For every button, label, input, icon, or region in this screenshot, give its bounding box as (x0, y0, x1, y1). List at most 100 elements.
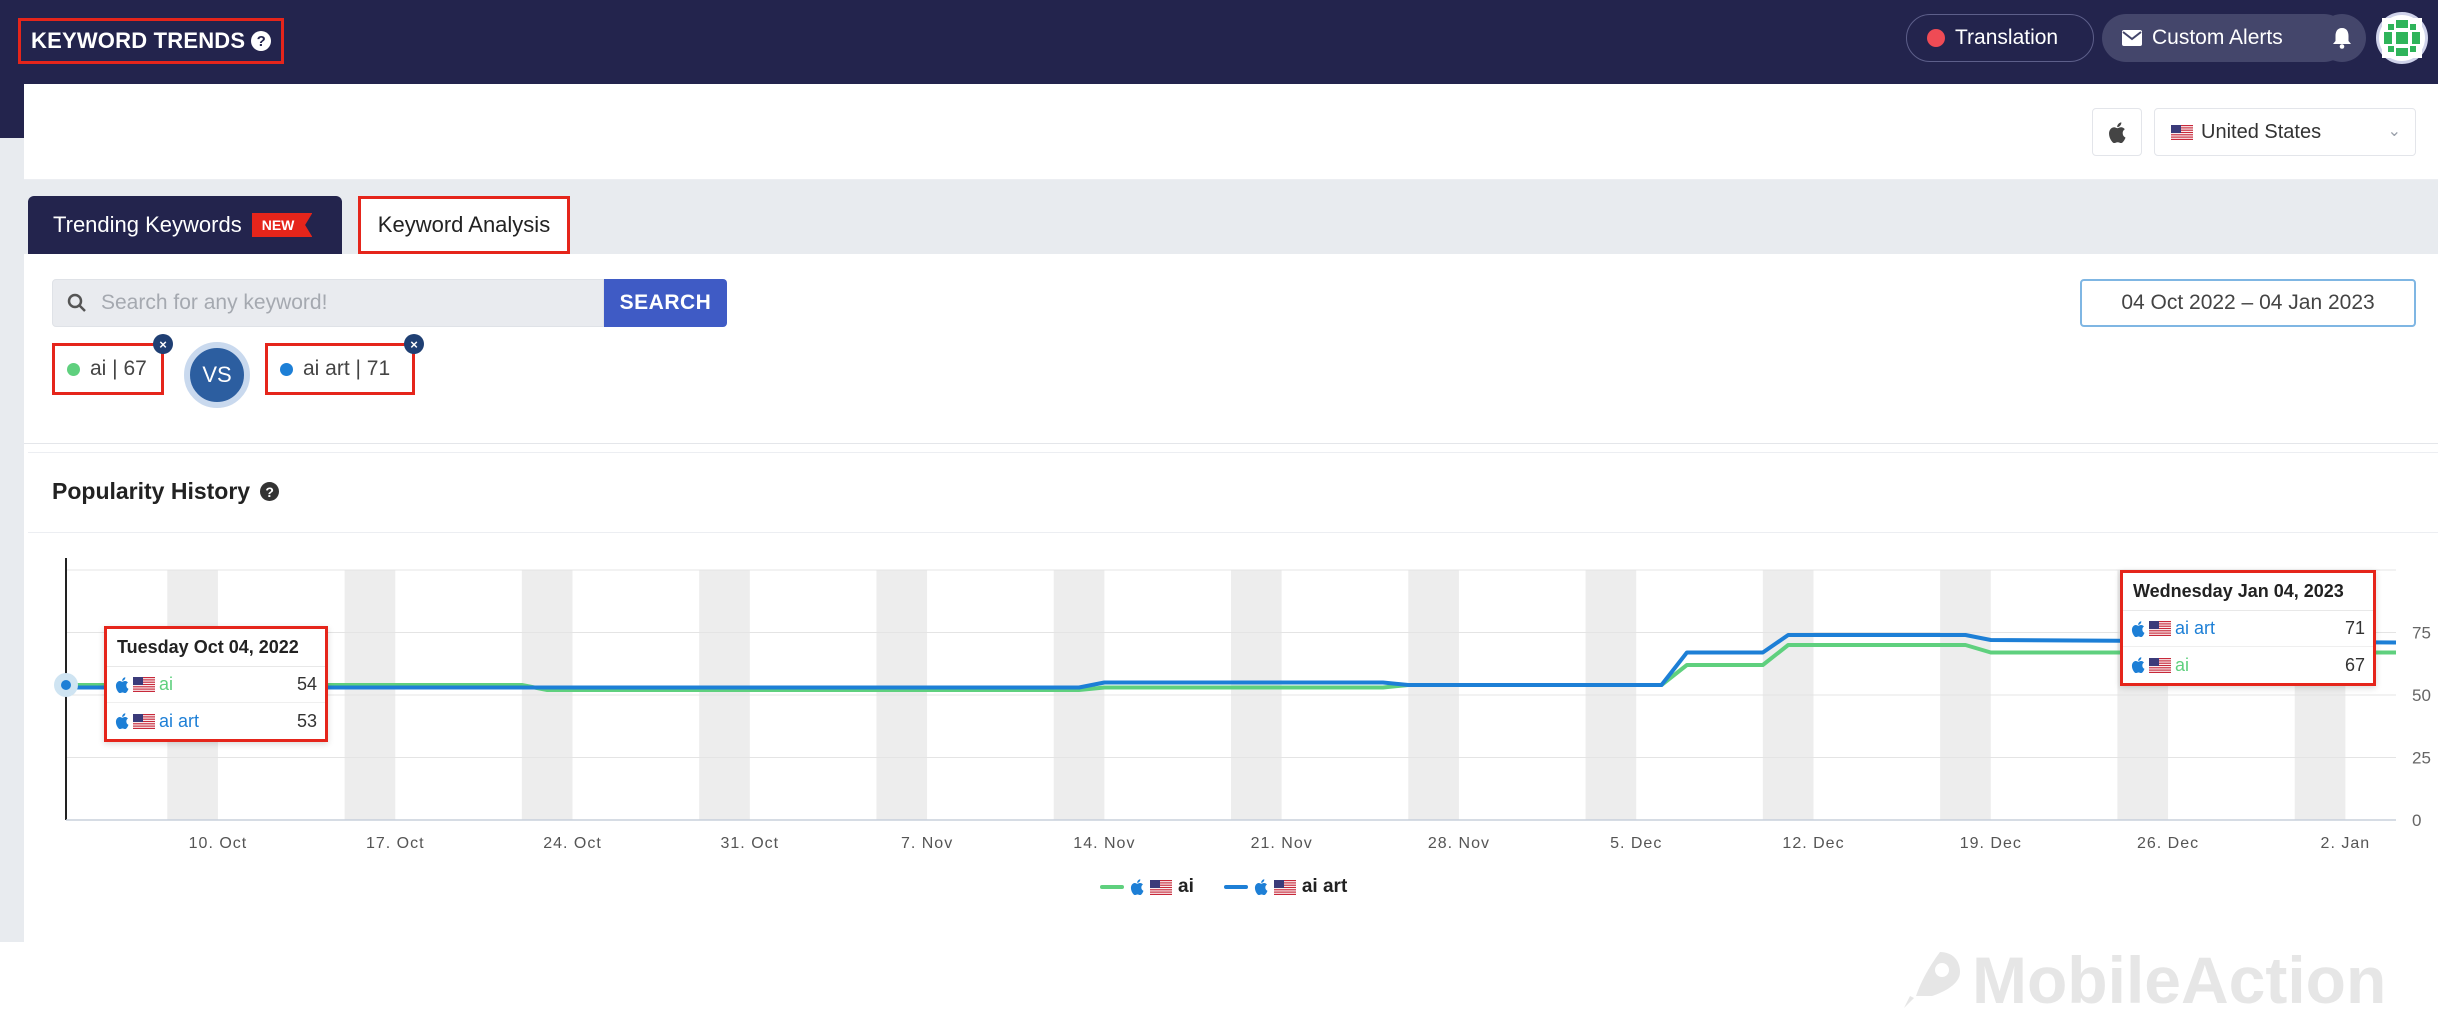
x-tick-label: 7. Nov (901, 835, 953, 852)
translation-button[interactable]: Translation (1906, 14, 2094, 62)
keyword-color-dot (67, 362, 80, 376)
tooltip-date: Wednesday Jan 04, 2023 (2123, 573, 2373, 611)
custom-alerts-button[interactable]: Custom Alerts (2102, 14, 2348, 62)
x-tick-label: 5. Dec (1610, 835, 1662, 852)
x-tick-label: 19. Dec (1960, 835, 2022, 852)
tab-trending-keywords[interactable]: Trending Keywords NEW (28, 196, 342, 254)
chart-legend: ai ai art (1100, 876, 1347, 898)
x-tick-label: 31. Oct (721, 835, 780, 852)
x-tick-label: 17. Oct (366, 835, 425, 852)
chart-tooltip-start: Tuesday Oct 04, 2022 ai 54 ai art 53 (104, 626, 328, 742)
country-label: United States (2201, 120, 2322, 143)
keyword-chip-label: ai art | 71 (303, 357, 391, 380)
legend-item-ai[interactable]: ai (1100, 876, 1194, 898)
watermark-text: MobileAction (1972, 943, 2387, 1017)
user-avatar[interactable] (2376, 12, 2428, 64)
x-tick-label: 28. Nov (1428, 835, 1490, 852)
rocket-logo-icon (1904, 952, 1960, 1008)
top-bar: KEYWORD TRENDS ? Translation Custom Aler… (0, 0, 2438, 84)
apple-icon (1254, 879, 1268, 895)
tooltip-series-value: 71 (2344, 618, 2365, 638)
x-tick-label: 24. Oct (543, 835, 602, 852)
search-placeholder: Search for any keyword! (101, 291, 328, 314)
ios-store-button[interactable] (2092, 108, 2142, 156)
tooltip-row: ai 54 (107, 667, 325, 703)
apple-icon (2131, 620, 2145, 637)
keyword-color-dot (280, 362, 293, 376)
us-flag-icon (133, 713, 155, 729)
divider (28, 532, 2438, 533)
new-badge: NEW (251, 213, 313, 237)
tooltip-series-name: ai (159, 674, 174, 694)
left-strip-dark (0, 84, 24, 138)
us-flag-icon (1150, 879, 1172, 895)
tooltip-series-value: 67 (2344, 654, 2365, 675)
tooltip-series-name: ai art (159, 710, 200, 731)
keyword-chip-ai[interactable]: ai | 67 × (52, 334, 173, 395)
custom-alerts-label: Custom Alerts (2152, 26, 2283, 49)
keyword-chip-ai-art[interactable]: ai art | 71 × (265, 334, 424, 395)
hover-marker (61, 680, 71, 690)
legend-label: ai (1178, 876, 1194, 897)
date-range-picker[interactable]: 04 Oct 2022 – 04 Jan 2023 (2080, 279, 2416, 327)
page-title: KEYWORD TRENDS ? (18, 18, 285, 64)
keyword-chip-label: ai | 67 (90, 357, 147, 380)
search-icon (67, 293, 86, 312)
x-tick-label: 10. Oct (189, 835, 248, 852)
bell-icon (2333, 28, 2351, 49)
legend-swatch (1100, 885, 1124, 889)
remove-keyword-icon[interactable]: × (404, 334, 424, 354)
us-flag-icon (2149, 657, 2171, 673)
apple-icon (115, 713, 129, 729)
left-strip (0, 84, 24, 942)
legend-item-ai-art[interactable]: ai art (1223, 876, 1348, 898)
apple-icon (1130, 879, 1144, 895)
tooltip-series-name: ai (2175, 654, 2190, 675)
tooltip-series-value: 54 (296, 674, 317, 694)
popularity-chart[interactable]: 0 25 50 75 10. Oct 17. Oct 24. Oct 31. Oct 7. No… (28, 540, 2438, 870)
tab-analysis-label: Keyword Analysis (377, 212, 551, 237)
remove-keyword-icon[interactable]: × (153, 334, 173, 354)
tooltip-row: ai art 71 (2123, 611, 2373, 647)
us-flag-icon (133, 677, 155, 692)
series-line-ai-art (66, 633, 2397, 690)
tooltip-series-value: 53 (296, 710, 317, 731)
chevron-down-icon: ⌄ (2387, 123, 2401, 140)
x-tick-label: 21. Nov (1251, 835, 1313, 852)
help-icon[interactable]: ? (260, 482, 280, 501)
tab-keyword-analysis[interactable]: Keyword Analysis (358, 196, 570, 254)
x-tick-label: 2. Jan (2321, 835, 2371, 852)
apple-icon (115, 676, 129, 693)
avatar-pattern-icon (2382, 18, 2422, 58)
apple-icon (2131, 657, 2145, 673)
notifications-button[interactable] (2318, 14, 2366, 62)
filter-bar (24, 84, 2438, 180)
search-panel (24, 254, 2438, 444)
y-tick-label: 25 (2412, 749, 2431, 768)
apple-icon (2109, 121, 2126, 143)
search-input[interactable]: Search for any keyword! (52, 279, 604, 327)
tooltip-series-name: ai art (2175, 618, 2216, 638)
tab-trending-label: Trending Keywords (53, 212, 242, 237)
us-flag-icon (2171, 124, 2193, 140)
vs-badge: VS (184, 342, 250, 408)
legend-swatch (1223, 885, 1248, 889)
envelope-icon (2122, 30, 2142, 46)
legend-label: ai art (1301, 876, 1348, 897)
y-tick-label: 0 (2412, 811, 2421, 830)
tooltip-row: ai art 53 (107, 703, 325, 739)
translation-label: Translation (1955, 26, 2059, 49)
country-select[interactable]: United States ⌄ (2154, 108, 2416, 156)
popularity-history-label: Popularity History (52, 478, 251, 504)
x-tick-label: 14. Nov (1073, 835, 1135, 852)
mobileaction-watermark: MobileAction (1900, 942, 2386, 1018)
translation-status-icon (1927, 29, 1945, 47)
popularity-history-title: Popularity History ? (52, 478, 280, 505)
search-button[interactable]: SEARCH (604, 279, 727, 327)
x-tick-label: 12. Dec (1782, 835, 1844, 852)
us-flag-icon (1273, 879, 1296, 895)
page-title-text: KEYWORD TRENDS (31, 28, 246, 53)
tooltip-row: ai 67 (2123, 647, 2373, 683)
help-icon[interactable]: ? (251, 31, 272, 51)
x-tick-label: 26. Dec (2137, 835, 2199, 852)
